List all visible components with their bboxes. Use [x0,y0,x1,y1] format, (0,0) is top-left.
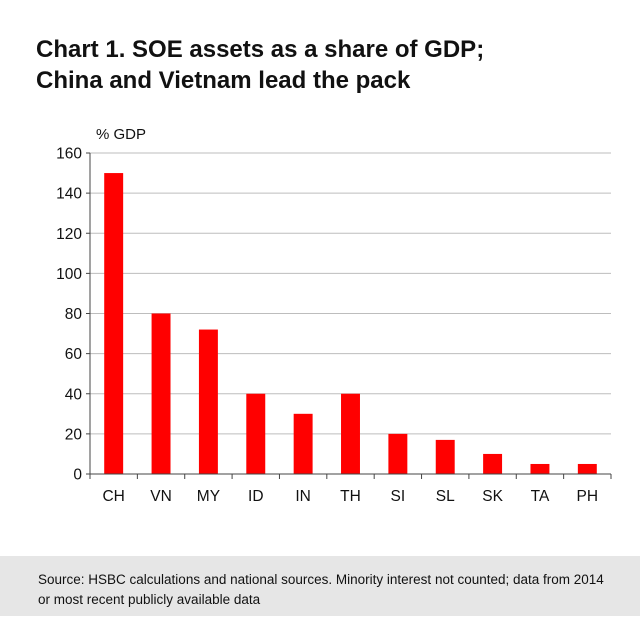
x-tick-label: VN [150,488,172,505]
bar-sl [435,439,455,474]
y-tick-label: 80 [65,306,83,323]
chart-title-line-1: Chart 1. SOE assets as a share of GDP; [36,36,485,63]
y-tick-label: 160 [56,146,82,163]
x-tick-label: ID [248,488,264,505]
bar-vn [151,313,171,474]
x-tick-label: IN [295,488,311,505]
chart-title: Chart 1. SOE assets as a share of GDP; C… [36,34,484,96]
bar-ch [104,173,124,474]
y-tick-label: 140 [56,186,82,203]
y-tick-label: 0 [73,467,82,484]
bar-ph [577,463,597,474]
bar-th [341,393,360,474]
y-tick-label: 120 [56,226,82,243]
bar-my [198,329,218,474]
bar-sk [483,453,503,474]
chart-title-line-2: China and Vietnam lead the pack [36,67,411,94]
y-axis-label: % GDP [96,126,146,143]
bar-chart: % GDP 0 20 40 60 80 100 120 140 160 CH VN MY ID IN TH… [56,126,612,505]
source-note: Source: HSBC calculations and national s… [38,572,604,607]
y-tick-label: 60 [65,346,83,363]
y-tick-label: 40 [65,386,83,403]
x-axis-ticks: CH VN MY ID IN TH SI SL SK TA PH [89,474,612,505]
x-tick-label: SI [391,488,406,505]
x-tick-label: CH [102,488,124,505]
y-axis-ticks: 0 20 40 60 80 100 120 140 160 [56,146,90,484]
bar-ta [530,463,550,474]
source-footer: Source: HSBC calculations and national s… [0,556,640,616]
x-tick-label: PH [577,488,599,505]
x-tick-label: SK [482,488,503,505]
x-tick-label: TH [340,488,361,505]
y-tick-label: 100 [56,266,82,283]
bar-si [388,433,408,474]
x-tick-label: TA [531,488,550,505]
bar-id [246,393,266,474]
bars [104,173,597,474]
x-tick-label: SL [436,488,455,505]
gridlines [90,152,611,435]
y-tick-label: 20 [65,426,83,443]
bar-in [293,413,313,474]
x-tick-label: MY [197,488,220,505]
